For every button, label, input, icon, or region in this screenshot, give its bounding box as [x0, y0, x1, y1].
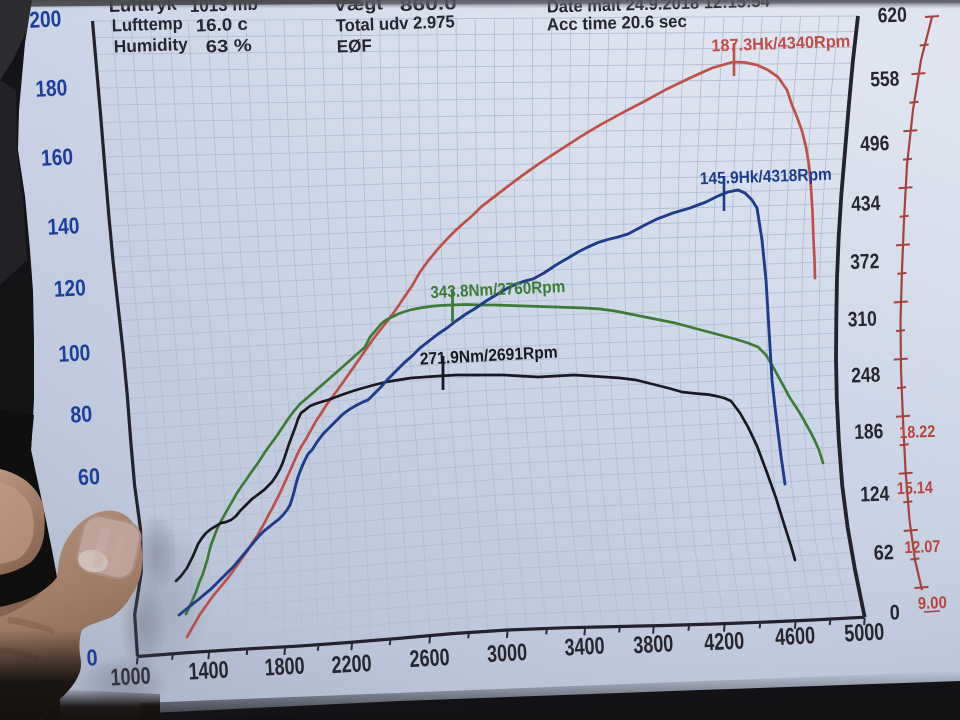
- svg-text:18.22: 18.22: [899, 422, 936, 442]
- svg-text:63 %: 63 %: [205, 35, 252, 57]
- svg-text:3800: 3800: [633, 630, 674, 659]
- svg-text:60: 60: [77, 463, 100, 490]
- svg-text:3000: 3000: [486, 639, 527, 668]
- svg-text:496: 496: [860, 132, 890, 156]
- svg-text:187.3Hk/4340Rpm: 187.3Hk/4340Rpm: [711, 32, 851, 56]
- svg-text:186: 186: [854, 420, 884, 444]
- svg-text:0: 0: [889, 601, 900, 624]
- svg-text:620: 620: [877, 4, 907, 28]
- svg-text:Lufttemp: Lufttemp: [111, 13, 183, 35]
- svg-text:160: 160: [40, 143, 73, 171]
- svg-text:EØF: EØF: [336, 35, 372, 56]
- svg-text:100: 100: [58, 339, 91, 367]
- svg-text:120: 120: [53, 274, 86, 302]
- svg-text:62: 62: [873, 541, 894, 565]
- svg-text:9.00: 9.00: [917, 593, 947, 613]
- svg-text:124: 124: [860, 482, 890, 506]
- svg-text:1800: 1800: [264, 652, 305, 681]
- svg-text:434: 434: [851, 192, 881, 216]
- svg-text:4600: 4600: [774, 622, 815, 651]
- svg-text:12.07: 12.07: [904, 537, 941, 557]
- svg-text:145.9Hk/4318Rpm: 145.9Hk/4318Rpm: [700, 165, 833, 189]
- svg-text:372: 372: [850, 250, 880, 274]
- svg-text:200: 200: [29, 5, 62, 33]
- svg-text:310: 310: [847, 308, 877, 332]
- svg-text:Total udv 2.975: Total udv 2.975: [335, 11, 455, 35]
- svg-text:140: 140: [47, 212, 80, 240]
- svg-text:2200: 2200: [331, 650, 372, 679]
- svg-text:5000: 5000: [844, 618, 885, 647]
- svg-text:180: 180: [35, 74, 68, 102]
- svg-text:16.0 c: 16.0 c: [195, 14, 248, 36]
- svg-text:558: 558: [870, 67, 900, 91]
- svg-text:4200: 4200: [703, 627, 744, 656]
- svg-text:80: 80: [70, 400, 93, 427]
- svg-text:Acc time 20.6 sec: Acc time 20.6 sec: [547, 11, 688, 35]
- svg-text:Humidity: Humidity: [113, 34, 188, 57]
- svg-text:2600: 2600: [409, 644, 450, 673]
- svg-text:248: 248: [851, 363, 881, 387]
- svg-text:15.14: 15.14: [896, 478, 933, 498]
- svg-text:3400: 3400: [564, 632, 605, 661]
